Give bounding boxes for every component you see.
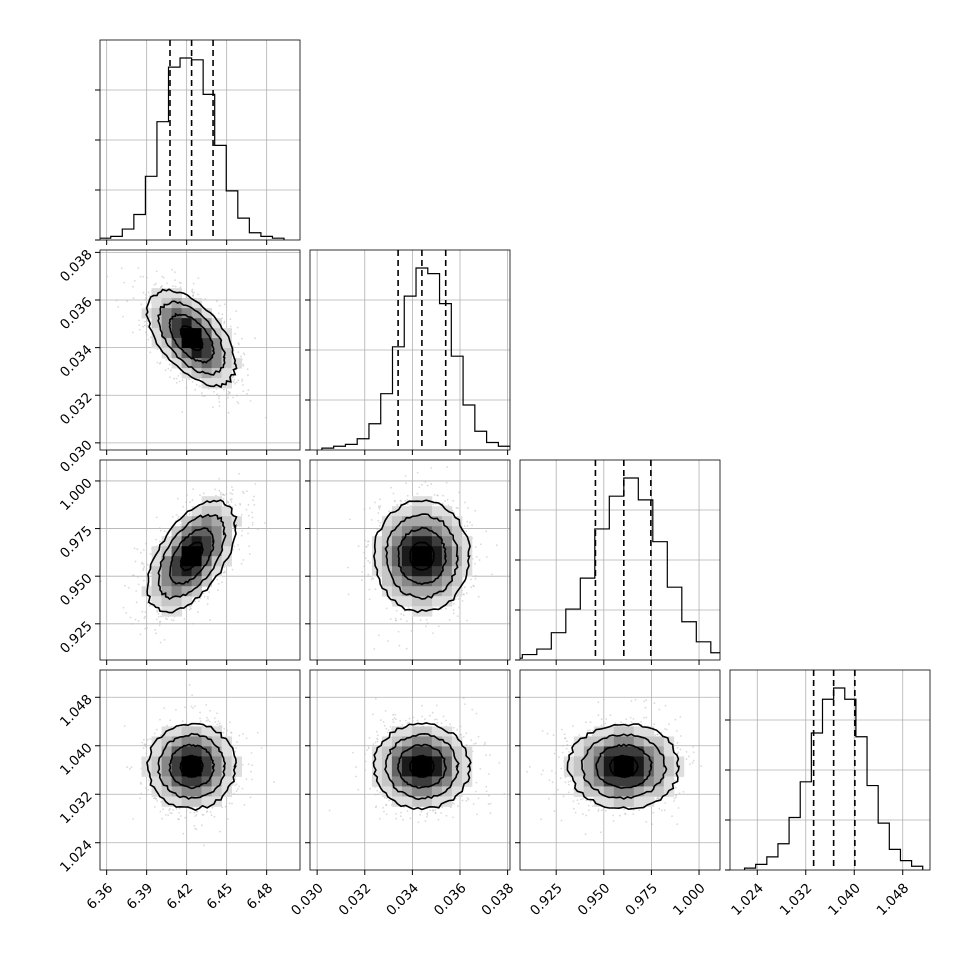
x-tick-label: 0.038	[479, 880, 518, 919]
density-panel-2-0	[100, 460, 300, 660]
contour-3	[179, 325, 204, 352]
histogram-2	[520, 477, 720, 659]
density-panel-1-0	[100, 250, 300, 450]
contour-1	[384, 732, 460, 801]
histogram-panel-0	[100, 40, 300, 240]
panel-frame	[99, 249, 301, 451]
contour-0	[373, 499, 471, 614]
x-tick-label: 0.030	[288, 880, 327, 919]
y-tick-label: 0.030	[57, 437, 96, 476]
y-tick-label: 0.032	[57, 390, 96, 429]
histogram-panel-1	[310, 250, 510, 450]
x-tick-label: 6.42	[164, 880, 197, 913]
contour-1	[384, 513, 459, 600]
x-tick-label: 0.925	[527, 880, 566, 919]
panel-frame	[519, 669, 721, 871]
x-tick-label: 6.39	[124, 880, 157, 913]
y-tick-label: 0.975	[57, 523, 96, 562]
y-tick-label: 1.040	[57, 740, 96, 779]
histogram-panel-3	[730, 670, 930, 870]
density-panel-3-2	[520, 670, 720, 870]
contour-3	[179, 541, 204, 572]
x-tick-label: 1.032	[777, 880, 816, 919]
x-tick-label: 0.036	[431, 880, 470, 919]
contour-2	[397, 526, 447, 586]
contour-2	[168, 527, 215, 585]
histogram-0	[100, 57, 285, 240]
y-tick-label: 0.950	[57, 571, 96, 610]
contour-3	[179, 754, 204, 779]
contour-2	[396, 743, 447, 789]
x-tick-label: 6.36	[84, 880, 117, 913]
contour-0	[566, 723, 680, 811]
y-tick-label: 1.000	[57, 475, 96, 514]
contour-0	[372, 722, 472, 811]
contour-1	[580, 733, 668, 800]
x-tick-label: 1.048	[874, 880, 913, 919]
x-tick-label: 6.45	[204, 880, 237, 913]
y-tick-label: 0.036	[57, 294, 96, 333]
contour-1	[156, 732, 227, 800]
y-tick-label: 0.034	[57, 342, 96, 381]
y-tick-label: 1.032	[57, 789, 96, 828]
contour-3	[409, 754, 435, 779]
density-panel-3-0	[100, 670, 300, 870]
density-panel-2-1	[310, 460, 510, 660]
y-tick-label: 0.038	[57, 247, 96, 286]
contour-2	[595, 743, 653, 790]
contour-1	[157, 300, 226, 376]
contour-3	[609, 754, 640, 779]
contour-0	[146, 722, 237, 812]
panel-frame	[309, 669, 511, 871]
x-tick-label: 1.024	[728, 880, 767, 919]
contour-0	[145, 288, 238, 389]
x-tick-label: 0.032	[336, 880, 375, 919]
histogram-1	[321, 267, 510, 450]
panel-frame	[99, 669, 301, 871]
y-tick-label: 1.024	[57, 837, 96, 876]
x-tick-label: 0.034	[383, 880, 422, 919]
x-tick-label: 0.975	[622, 880, 661, 919]
contour-1	[157, 513, 227, 601]
histogram-panel-2	[520, 460, 720, 660]
contour-0	[146, 499, 238, 614]
x-tick-label: 1.000	[670, 880, 709, 919]
x-tick-label: 1.040	[825, 880, 864, 919]
panel-frame	[99, 459, 301, 661]
contour-2	[168, 312, 215, 364]
x-tick-label: 6.48	[244, 880, 277, 913]
contour-3	[408, 541, 435, 571]
panel-frame	[309, 459, 511, 661]
x-tick-label: 0.950	[575, 880, 614, 919]
y-tick-label: 1.048	[57, 692, 96, 731]
y-tick-label: 0.925	[57, 618, 96, 657]
contour-2	[168, 743, 216, 790]
density-panel-3-1	[310, 670, 510, 870]
